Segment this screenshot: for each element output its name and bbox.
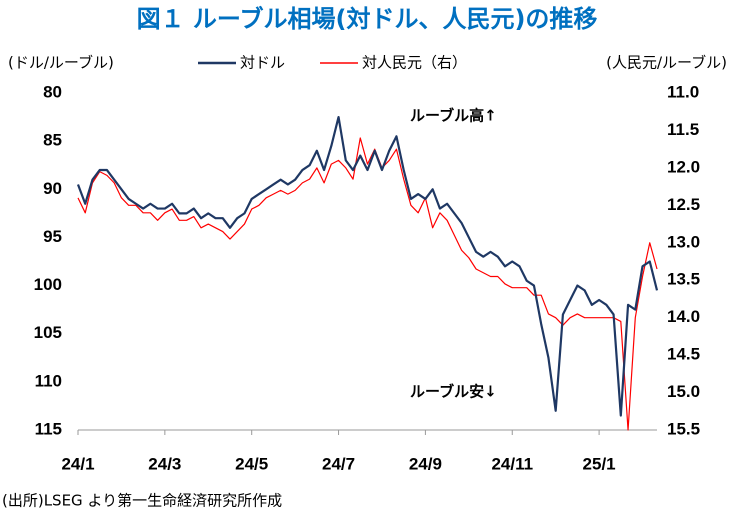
series-line — [77, 137, 658, 431]
y2-tick-label: 13.0 — [667, 232, 700, 251]
x-tick-label: 24/11 — [491, 454, 533, 473]
y2-tick-label: 14.0 — [667, 307, 700, 326]
chart-title: 図１ ルーブル相場(対ドル、人民元)の推移 — [137, 5, 598, 33]
y-tick-label: 85 — [43, 131, 62, 150]
y2-tick-label: 11.5 — [667, 120, 699, 139]
y2-tick-label: 11.0 — [667, 82, 699, 101]
y-tick-label: 90 — [43, 179, 62, 198]
source-note: (出所)LSEG より第一生命経済研究所作成 — [2, 492, 282, 510]
legend-label: 対ドル — [240, 54, 285, 72]
y2-tick-label: 14.5 — [667, 345, 700, 364]
x-tick-label: 24/9 — [409, 454, 442, 473]
x-tick-label: 24/5 — [235, 454, 268, 473]
annotation: ルーブル安↓ — [410, 383, 497, 401]
y2-axis-label: (人民元/ルーブル) — [606, 54, 727, 72]
y2-tick-label: 15.5 — [667, 419, 700, 438]
y2-tick-label: 15.0 — [667, 382, 700, 401]
y-tick-label: 115 — [35, 419, 62, 438]
series-line — [76, 115, 659, 417]
x-tick-label: 25/1 — [583, 454, 616, 473]
y-tick-label: 110 — [35, 371, 62, 390]
y2-tick-label: 12.0 — [667, 157, 700, 176]
y2-tick-label: 12.5 — [667, 195, 700, 214]
y-tick-label: 100 — [34, 275, 62, 294]
y-tick-label: 80 — [43, 82, 62, 101]
annotation: ルーブル高↑ — [410, 107, 497, 125]
y-tick-label: 105 — [34, 323, 62, 342]
x-tick-label: 24/3 — [148, 454, 181, 473]
y2-tick-label: 13.5 — [667, 270, 700, 289]
y-tick-label: 95 — [43, 227, 62, 246]
x-tick-label: 24/7 — [322, 454, 355, 473]
x-tick-label: 24/1 — [61, 454, 94, 473]
legend-label: 対人民元（右） — [362, 54, 467, 72]
y-axis-label: (ドル/ルーブル) — [8, 54, 114, 72]
